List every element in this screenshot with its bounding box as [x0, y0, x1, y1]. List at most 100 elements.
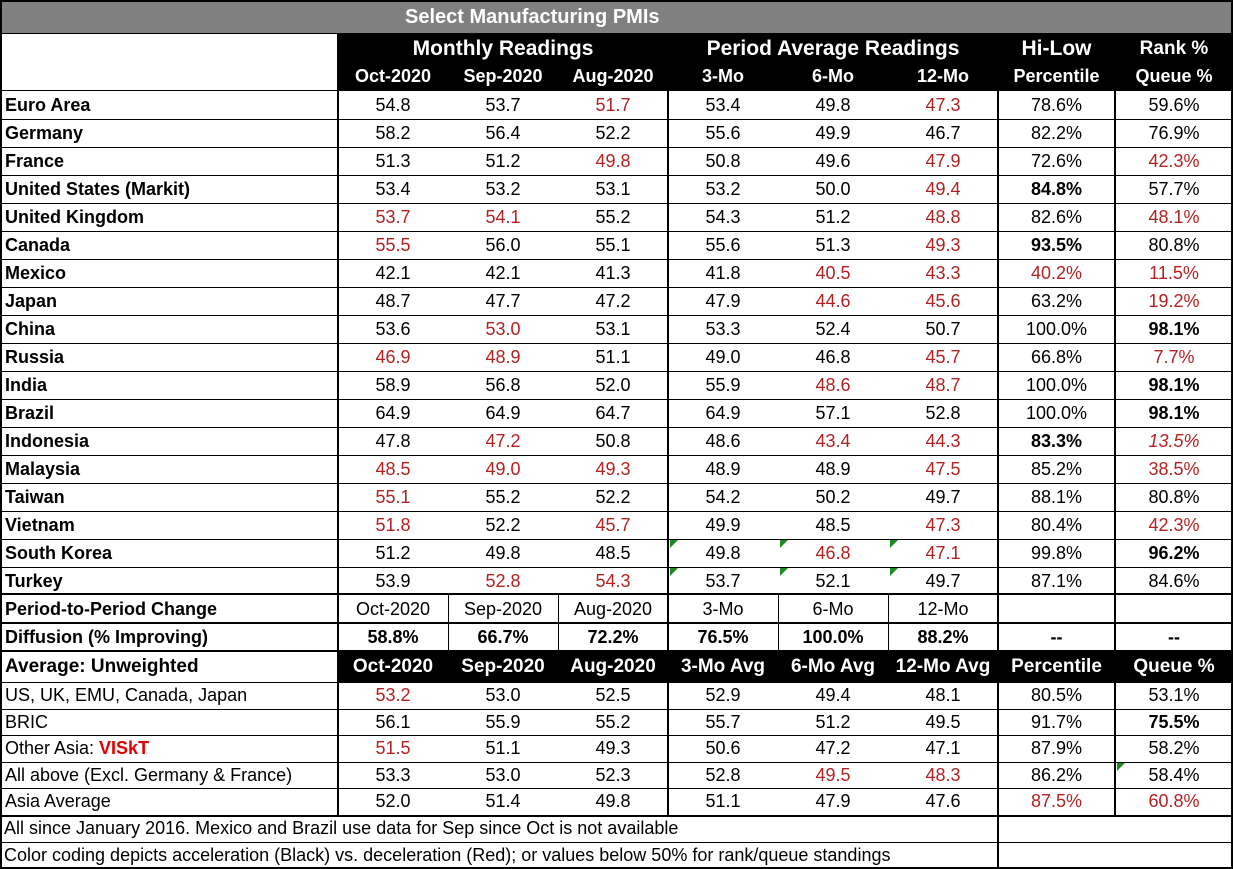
average-cell: 53.1% [1148, 685, 1200, 705]
data-cell: 53.2 [485, 179, 521, 199]
grid-line-vertical [1231, 0, 1233, 869]
average-cell: 87.9% [1030, 738, 1083, 758]
average-cell: 49.3 [595, 738, 631, 758]
average-cell: 52.8 [705, 764, 741, 785]
row-label: Brazil [5, 403, 55, 423]
grid-line-horizontal [0, 682, 1233, 683]
average-column-header: Percentile [1011, 656, 1102, 677]
data-cell: 84.8% [1030, 179, 1083, 199]
grid-line-vertical [888, 623, 889, 651]
average-cell: 87.5% [1030, 791, 1083, 811]
grid-line-horizontal [0, 427, 1233, 428]
data-cell: 44.6 [815, 291, 851, 311]
data-cell: 48.8 [925, 207, 961, 227]
data-cell: 42.3% [1148, 515, 1200, 535]
data-cell: 64.9 [705, 403, 741, 423]
grid-line-horizontal [0, 259, 1233, 260]
comment-marker-icon [890, 540, 898, 548]
data-cell: 53.1 [595, 319, 631, 339]
row-label: France [5, 151, 65, 171]
column-header: Aug-2020 [572, 66, 654, 86]
data-cell: 100.0% [1025, 375, 1088, 395]
data-cell: 66.8% [1030, 347, 1083, 367]
data-cell: 52.2 [595, 123, 631, 143]
data-cell: 47.8 [375, 431, 411, 451]
data-cell: 99.8% [1030, 543, 1083, 563]
data-cell: 82.6% [1030, 207, 1083, 227]
average-header-label: Average: Unweighted [5, 656, 199, 677]
data-cell: 49.4 [925, 179, 961, 199]
average-column-header: 12-Mo Avg [895, 656, 991, 677]
data-cell: 51.7 [595, 95, 631, 115]
average-cell: 50.6 [705, 738, 741, 758]
note-line: Color coding depicts acceleration (Black… [4, 845, 891, 865]
average-cell: 58.2% [1148, 738, 1200, 758]
data-cell: 49.9 [705, 515, 741, 535]
data-cell: 43.3 [925, 263, 961, 283]
row-label: Russia [5, 347, 65, 367]
data-cell: 72.6% [1030, 151, 1083, 171]
row-label: Taiwan [5, 487, 65, 507]
average-row-label: All above (Excl. Germany & France) [5, 764, 293, 785]
data-cell: 47.9 [705, 291, 741, 311]
data-cell: 53.7 [375, 207, 411, 227]
column-header: Queue % [1135, 66, 1213, 86]
average-cell: 52.5 [595, 685, 631, 705]
change-cell: 12-Mo [917, 599, 969, 619]
grid-line-horizontal [0, 735, 1233, 736]
average-cell: 52.0 [375, 791, 411, 811]
diffusion-cell: 100.0% [802, 627, 864, 647]
average-cell: 49.5 [815, 764, 851, 785]
grid-line-horizontal [0, 231, 1233, 232]
grid-line-horizontal [0, 119, 1233, 120]
average-cell: 53.3 [375, 764, 411, 785]
grid-line-horizontal [0, 455, 1233, 456]
grid-line-vertical [337, 33, 339, 815]
data-cell: 54.3 [705, 207, 741, 227]
data-cell: 47.3 [925, 515, 961, 535]
data-cell: 53.2 [705, 179, 741, 199]
grid-line-horizontal [0, 175, 1233, 176]
average-cell: 49.8 [595, 791, 631, 811]
row-label: Indonesia [5, 431, 90, 451]
data-cell: 53.0 [485, 319, 521, 339]
data-cell: 42.1 [485, 263, 521, 283]
row-label: Turkey [5, 571, 63, 591]
average-row-label: US, UK, EMU, Canada, Japan [5, 685, 248, 705]
data-cell: 47.3 [925, 95, 961, 115]
diffusion-cell: -- [1168, 627, 1180, 647]
comment-marker-icon [670, 540, 678, 548]
data-cell: 47.1 [925, 543, 961, 563]
data-cell: 59.6% [1148, 95, 1200, 115]
data-cell: 48.7 [925, 375, 961, 395]
data-cell: 55.1 [595, 235, 631, 255]
data-cell: 55.2 [485, 487, 521, 507]
column-header: Percentile [1013, 66, 1100, 86]
average-column-header: 6-Mo Avg [790, 656, 876, 677]
grid-line-horizontal [0, 399, 1233, 400]
data-cell: 57.1 [815, 403, 851, 423]
data-cell: 46.8 [815, 543, 851, 563]
data-cell: 48.5 [375, 459, 411, 479]
diffusion-row-label: Diffusion (% Improving) [5, 627, 208, 647]
average-cell: 47.2 [815, 738, 851, 758]
grid-line-horizontal [0, 788, 1233, 789]
group-rank: Rank % [1139, 38, 1209, 59]
column-header: 6-Mo [812, 66, 854, 86]
grid-line-horizontal [0, 815, 1233, 817]
grid-line-horizontal [0, 709, 1233, 710]
grid-line-vertical [778, 595, 779, 623]
data-cell: 82.2% [1030, 123, 1083, 143]
average-cell: 51.1 [705, 791, 741, 811]
data-cell: 48.5 [595, 543, 631, 563]
data-cell: 85.2% [1030, 459, 1083, 479]
data-cell: 56.4 [485, 123, 521, 143]
data-cell: 55.1 [375, 487, 411, 507]
data-cell: 54.3 [595, 571, 631, 591]
data-cell: 45.7 [595, 515, 631, 535]
average-cell: 48.3 [925, 764, 961, 785]
grid-line-horizontal [0, 33, 1233, 34]
grid-line-horizontal [0, 622, 1233, 624]
data-cell: 40.2% [1030, 263, 1083, 283]
data-cell: 48.9 [705, 459, 741, 479]
